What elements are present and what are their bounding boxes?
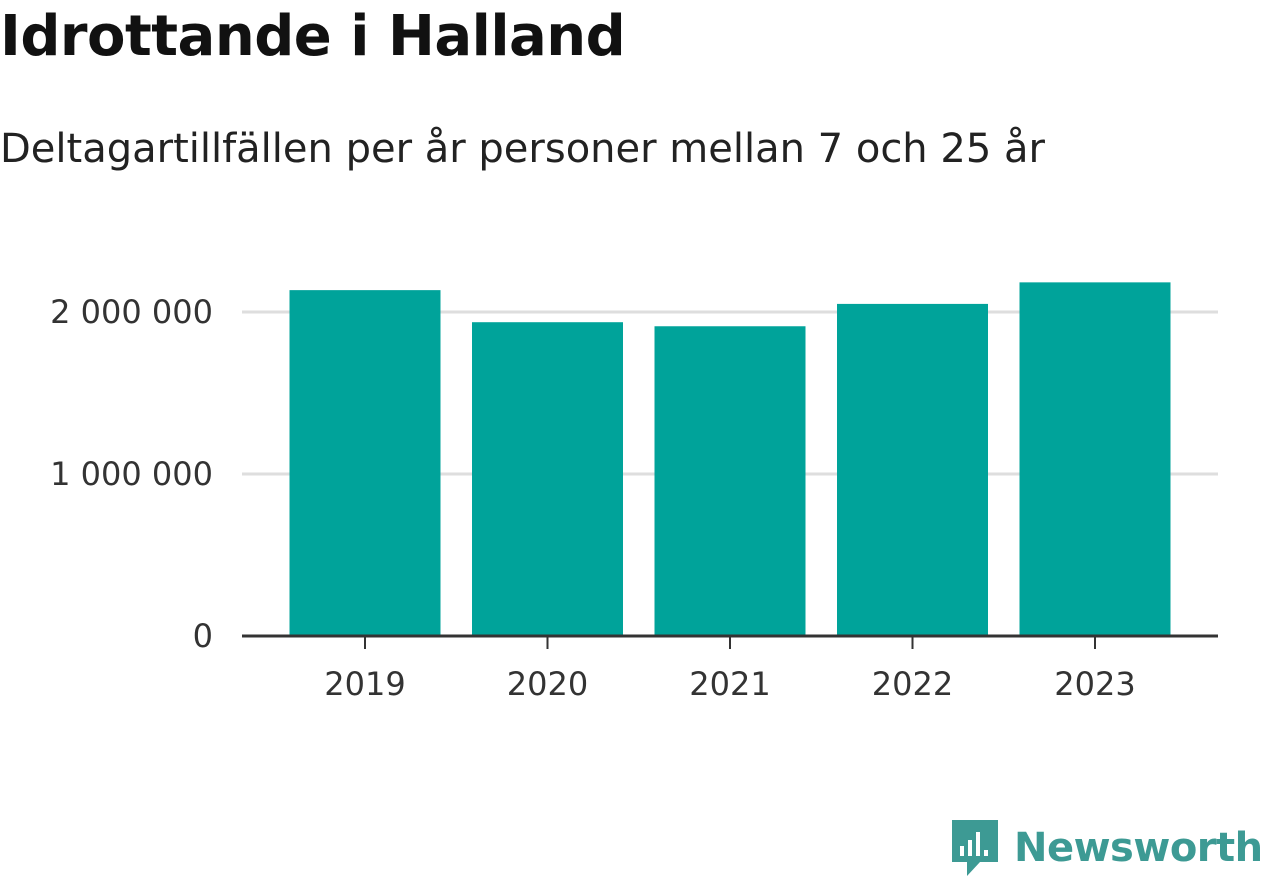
y-tick-label: 1 000 000 <box>50 455 213 493</box>
chart-subtitle: Deltagartillfällen per år personer mella… <box>0 126 1045 172</box>
brand: Newsworthy <box>950 818 1262 878</box>
bar-2020 <box>472 322 623 636</box>
y-tick-label: 0 <box>193 617 213 655</box>
axes <box>242 634 1218 649</box>
y-tick-label: 2 000 000 <box>50 293 213 331</box>
x-tick-label: 2019 <box>324 665 405 703</box>
x-tick-label: 2022 <box>872 665 953 703</box>
chart-title: Idrottande i Halland <box>0 4 626 69</box>
bars <box>289 282 1171 636</box>
bar-2019 <box>289 290 441 636</box>
brand-name: Newsworthy <box>1014 825 1262 871</box>
bar-2022 <box>837 303 988 636</box>
newsworthy-logo-icon <box>952 820 998 876</box>
bar-2021 <box>654 326 806 636</box>
tick-labels: 0 1 000 000 2 000 000 2019 2020 2021 2022 2023 <box>50 293 1136 703</box>
x-tick-label: 2021 <box>689 665 770 703</box>
bar-2023 <box>1019 282 1171 636</box>
x-tick-label: 2023 <box>1054 665 1135 703</box>
x-tick-label: 2020 <box>507 665 588 703</box>
